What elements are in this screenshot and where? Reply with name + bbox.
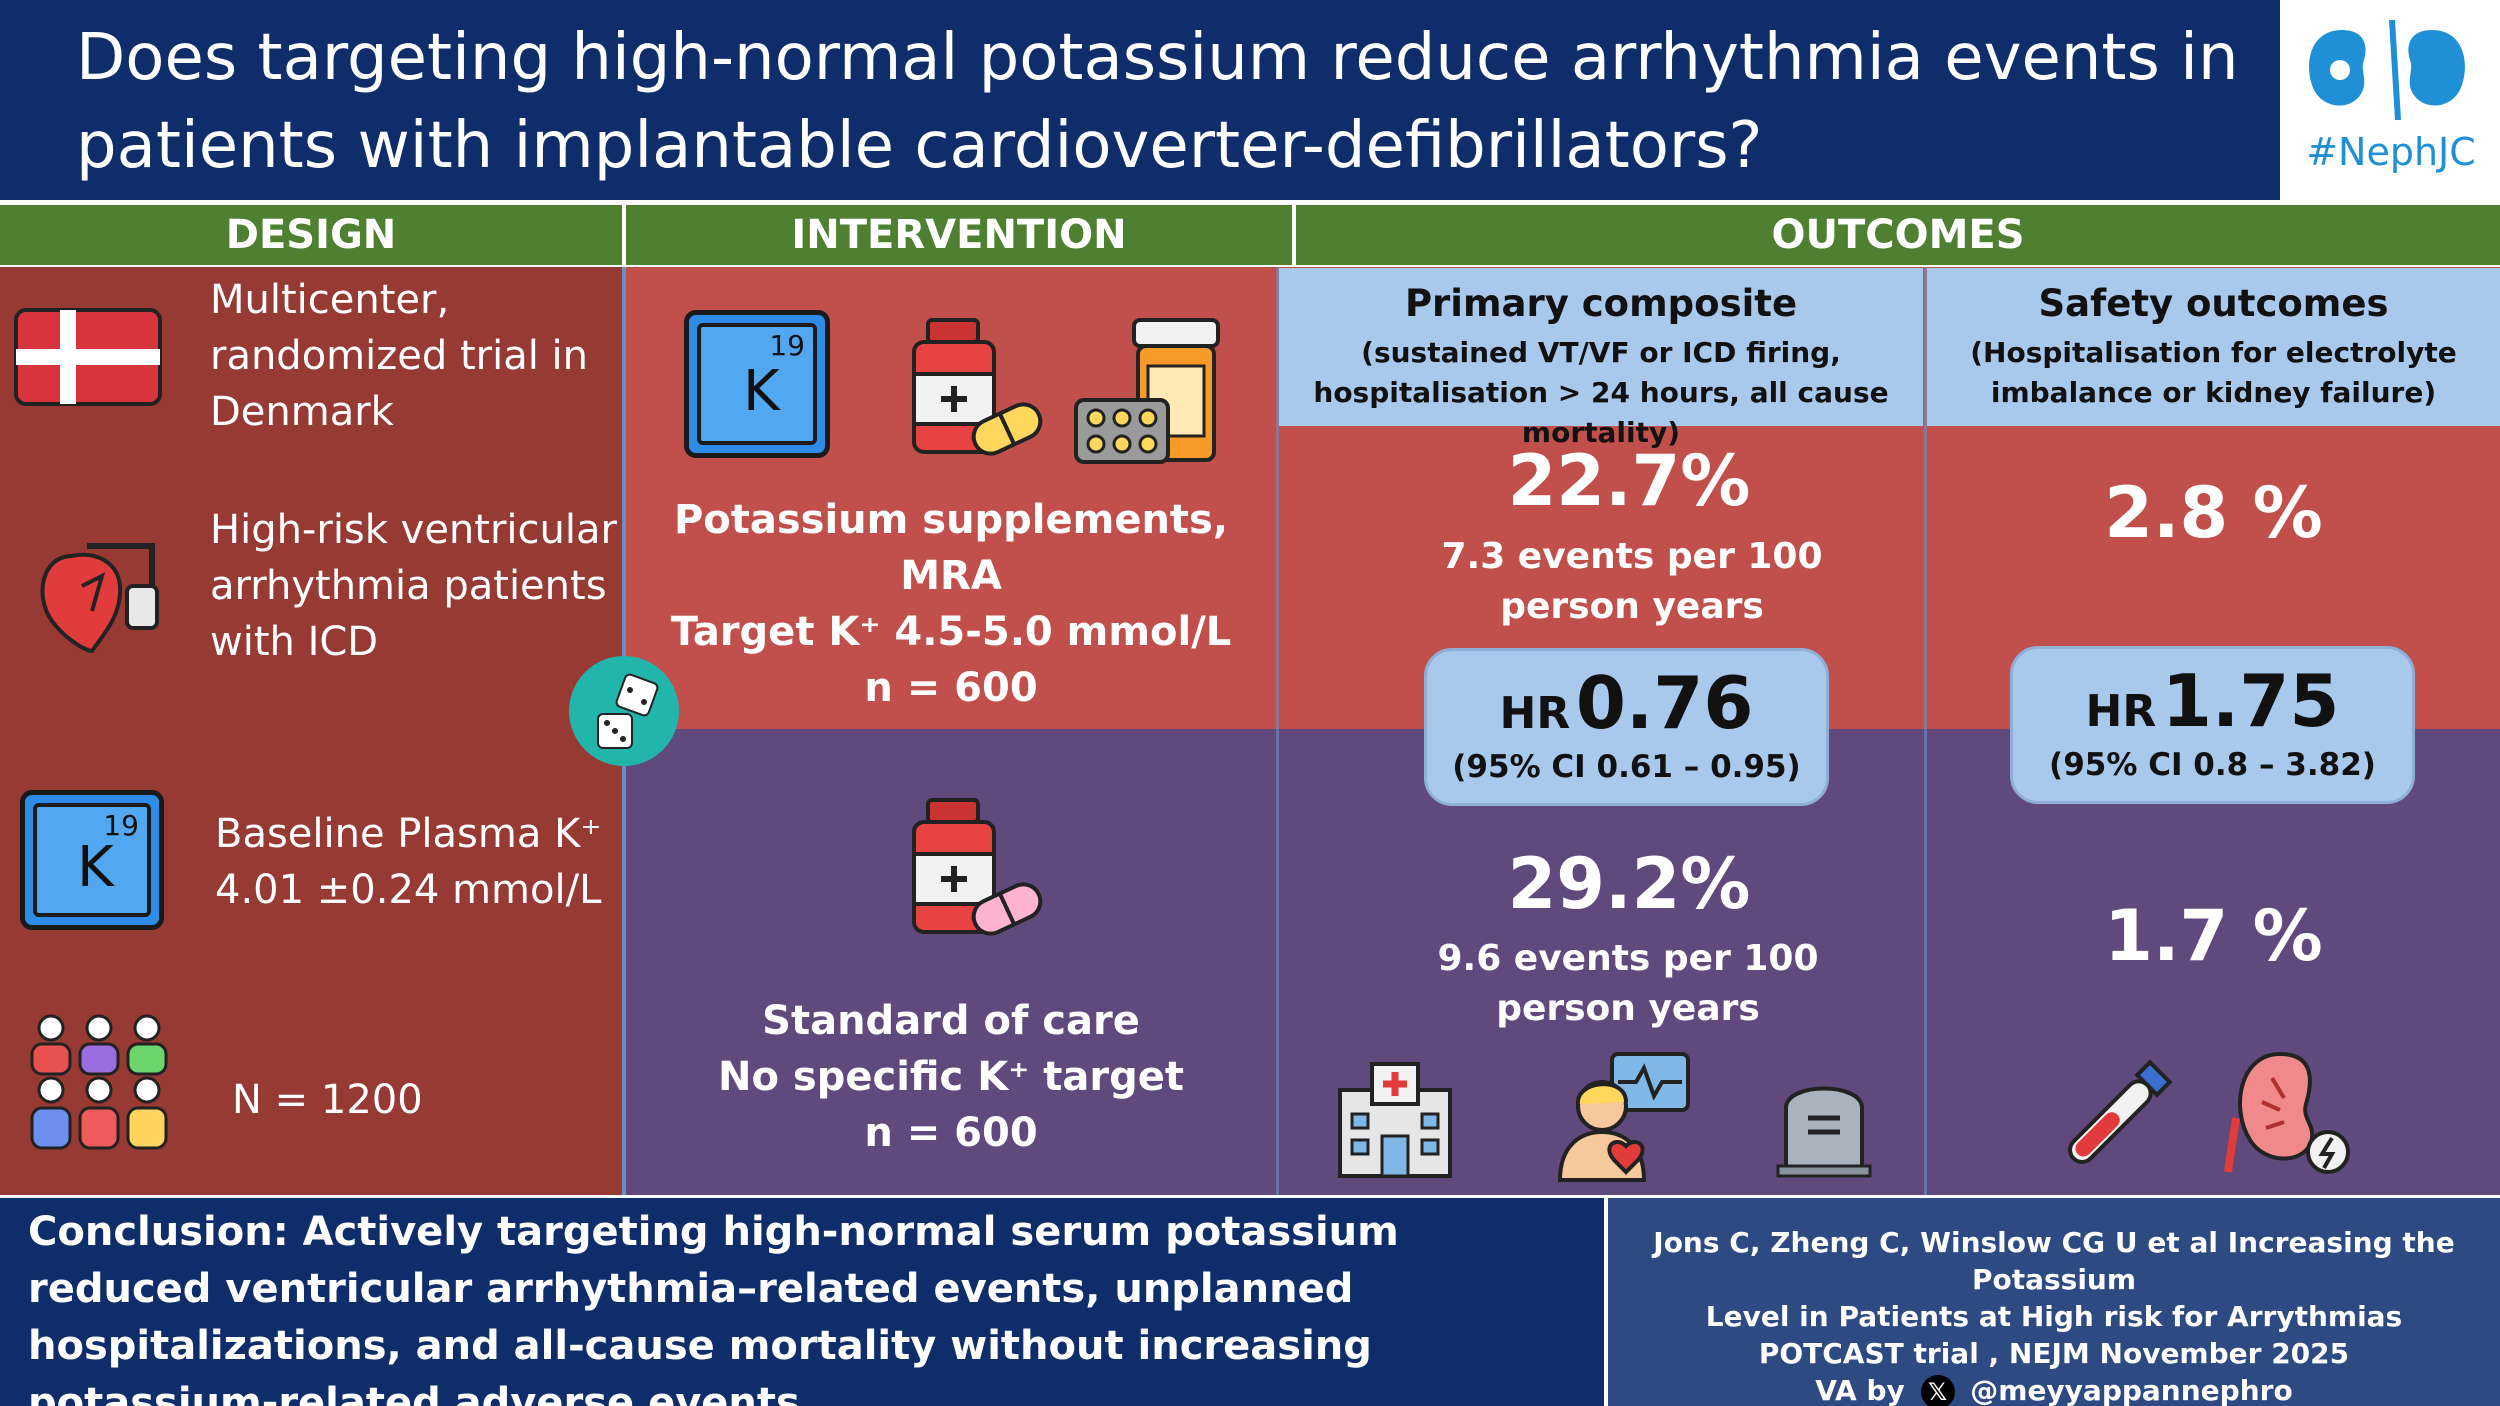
k-tile-number: 19 <box>103 809 139 842</box>
tombstone-icon <box>1776 1086 1872 1178</box>
control-arm-text: Standard of care No specific K⁺ target n… <box>626 993 1276 1161</box>
k-tile-symbol: K <box>77 835 114 900</box>
hr-value: 1.75 <box>2161 659 2340 743</box>
primary-control-pct: 29.2% <box>1507 843 1751 925</box>
arm1-target: Target K⁺ 4.5-5.0 mmol/L <box>670 609 1232 655</box>
design-baseline-text: Baseline Plasma K⁺ 4.01 ±0.24 mmol/L <box>215 806 620 918</box>
safety-hazard-ratio-box: HR 1.75 (95% CI 0.8 – 3.82) <box>2010 646 2415 804</box>
safety-intervention-pct: 2.8 % <box>2104 472 2323 554</box>
outcomes-section-header: OUTCOMES <box>1296 205 2500 265</box>
intervention-arm-text: Potassium supplements, MRA Target K⁺ 4.5… <box>626 492 1276 716</box>
kidney-logo-icon <box>2309 19 2465 121</box>
design-n-text: N = 1200 <box>232 1077 423 1123</box>
design-section-header: DESIGN <box>0 205 622 265</box>
logo-hashtag: #NephJC <box>2306 130 2476 174</box>
intervention-section-header: INTERVENTION <box>626 205 1292 265</box>
patient-heart-monitor-icon <box>1557 1052 1690 1182</box>
primary-hazard-ratio-box: HR 0.76 (95% CI 0.61 – 0.95) <box>1424 648 1829 806</box>
safety-title: Safety outcomes <box>2038 282 2389 325</box>
primary-intervention-pct: 22.7% <box>1507 440 1751 522</box>
column-divider <box>1924 267 1927 1195</box>
citation-journal: POTCAST trial , NEJM November 2025 <box>1758 1337 2350 1370</box>
baseline-label: Baseline Plasma K⁺ <box>215 811 602 857</box>
va-by-label: VA by <box>1815 1374 1905 1406</box>
k-tile-number: 19 <box>769 329 805 362</box>
citation-text: Jons C, Zheng C, Winslow CG U et al Incr… <box>1608 1224 2500 1406</box>
hr-label: HR <box>1499 688 1571 739</box>
safety-subtitle: (Hospitalisation for electrolyte imbalan… <box>1970 336 2457 409</box>
blood-test-tube-icon <box>2068 1059 2173 1164</box>
safety-control-pct: 1.7 % <box>2104 895 2323 977</box>
medicine-bottle-pill-icon <box>912 318 1043 456</box>
potassium-tile-icon: 19 K <box>20 790 164 930</box>
design-population-text: High-risk ventricular arrhythmia patient… <box>210 507 617 665</box>
arm1-treatment: Potassium supplements, MRA <box>673 497 1229 599</box>
denmark-flag-icon <box>14 308 162 406</box>
arm2-n: n = 600 <box>864 1110 1038 1156</box>
primary-subtitle: (sustained VT/VF or ICD firing, hospital… <box>1313 336 1889 449</box>
conclusion-text: Conclusion: Actively targeting high-norm… <box>28 1209 1399 1406</box>
page-title: Does targeting high-normal potassium red… <box>76 21 2239 183</box>
header-banner <box>0 0 2280 200</box>
hospital-icon <box>1338 1062 1452 1178</box>
x-logo-icon: 𝕏 <box>1920 1375 1955 1406</box>
potassium-tile-icon: 19 K <box>684 310 830 458</box>
primary-control-events: 9.6 events per 100 person years <box>1437 938 1819 1029</box>
baseline-value: 4.01 ±0.24 mmol/L <box>215 867 602 913</box>
conclusion-panel <box>0 1198 1604 1406</box>
kidney-failure-icon <box>2224 1051 2350 1174</box>
people-group-icon <box>30 1014 168 1150</box>
primary-composite-header: Primary composite (sustained VT/VF or IC… <box>1279 268 1923 449</box>
arm2-treatment: Standard of care <box>762 998 1140 1044</box>
arm1-n: n = 600 <box>864 665 1038 711</box>
column-divider <box>1276 267 1279 1195</box>
design-trial-text: Multicenter, randomized trial in Denmark <box>210 277 589 435</box>
arm2-target: No specific K⁺ target <box>718 1054 1184 1100</box>
logo-panel <box>2282 0 2500 200</box>
hr-label: HR <box>2085 686 2157 737</box>
pill-bottle-blister-icon <box>1074 318 1220 464</box>
k-tile-symbol: K <box>743 359 780 424</box>
heart-icd-icon <box>40 543 159 654</box>
primary-title: Primary composite <box>1404 282 1798 325</box>
primary-intervention-events: 7.3 events per 100 person years <box>1441 536 1823 627</box>
safety-outcomes-header: Safety outcomes (Hospitalisation for ele… <box>1927 268 2500 426</box>
dice-randomization-icon <box>569 656 679 766</box>
medicine-bottle-pill-icon <box>912 798 1043 936</box>
hr-value: 0.76 <box>1575 661 1754 745</box>
hr-confidence-interval: (95% CI 0.8 – 3.82) <box>2049 747 2376 783</box>
hr-confidence-interval: (95% CI 0.61 – 0.95) <box>1452 749 1801 785</box>
citation-panel <box>1608 1198 2500 1406</box>
citation-authors: Jons C, Zheng C, Winslow CG U et al Incr… <box>1653 1226 2455 1296</box>
citation-va-line: VA by 𝕏 @meyyappannephro <box>1608 1372 2500 1406</box>
citation-title: Level in Patients at High risk for Arryt… <box>1705 1300 2403 1333</box>
author-handle[interactable]: @meyyappannephro <box>1970 1374 2293 1406</box>
